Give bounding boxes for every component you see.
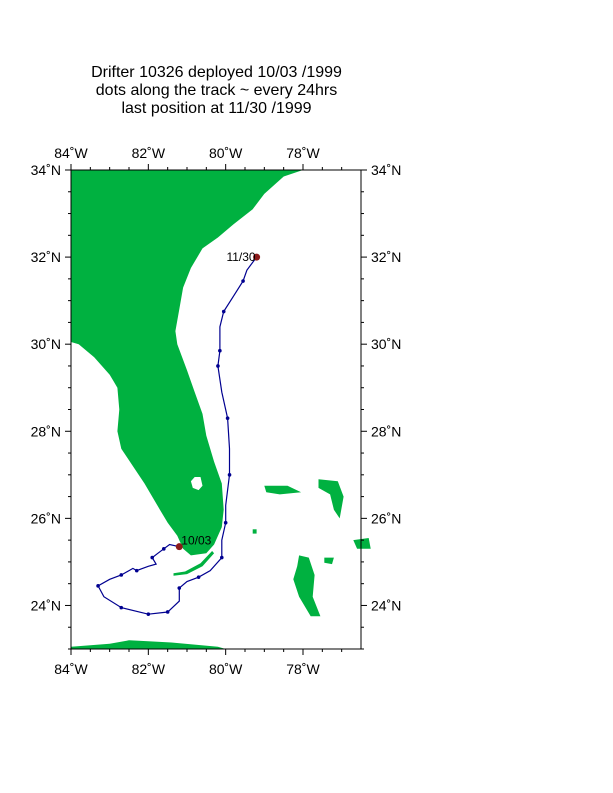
labels-layer: 84˚W 84˚W 82˚W 82˚W 80˚W 80˚W 78˚W 78˚W 34˚N 34˚N… bbox=[31, 145, 402, 677]
track-dot-3 bbox=[119, 573, 124, 577]
lat-label-right-1: 32˚N bbox=[371, 249, 401, 265]
track-dot-15 bbox=[218, 348, 222, 353]
lat-label-left-0: 34˚N bbox=[31, 162, 61, 178]
track-dot-12 bbox=[227, 473, 232, 477]
lat-label-left-2: 30˚N bbox=[31, 336, 61, 352]
track-dot-16 bbox=[221, 309, 226, 314]
last-position-label: 11/30 bbox=[226, 250, 255, 264]
track-dot-5 bbox=[119, 605, 124, 610]
lon-label-top-0: 84˚W bbox=[54, 145, 88, 161]
lat-label-left-5: 24˚N bbox=[31, 597, 61, 613]
last-position-marker bbox=[253, 253, 261, 261]
track-dot-14 bbox=[216, 364, 220, 368]
lake-okeechobee bbox=[190, 477, 203, 491]
deploy-marker bbox=[175, 543, 183, 551]
bahamas-island-5 bbox=[252, 529, 257, 534]
track-dot-7 bbox=[165, 610, 170, 614]
track-dot-6 bbox=[146, 612, 151, 616]
lat-label-right-3: 28˚N bbox=[371, 423, 401, 439]
cuba-coast bbox=[71, 640, 226, 649]
florida-keys-0 bbox=[173, 551, 215, 576]
lat-label-left-1: 32˚N bbox=[31, 249, 61, 265]
track-dot-10 bbox=[220, 555, 224, 560]
lon-label-bottom-2: 80˚W bbox=[209, 661, 243, 677]
ticks-layer bbox=[65, 164, 367, 655]
lat-label-left-4: 26˚N bbox=[31, 510, 61, 526]
lat-label-left-3: 28˚N bbox=[31, 423, 61, 439]
land-layer bbox=[71, 170, 371, 649]
track-dot-17 bbox=[241, 279, 245, 283]
lat-label-right-5: 24˚N bbox=[371, 597, 401, 613]
lon-label-bottom-3: 78˚W bbox=[286, 661, 320, 677]
track-dot-9 bbox=[196, 575, 201, 579]
bahamas-island-2 bbox=[318, 479, 344, 519]
track-dot-13 bbox=[225, 416, 230, 421]
track-layer bbox=[96, 253, 261, 616]
lat-label-right-2: 30˚N bbox=[371, 336, 401, 352]
track-dot-4 bbox=[96, 584, 100, 588]
track-dot-0 bbox=[162, 547, 166, 551]
track-dot-2 bbox=[134, 568, 139, 573]
bahamas-island-4 bbox=[324, 557, 334, 565]
lat-label-right-4: 26˚N bbox=[371, 510, 401, 526]
track-dot-1 bbox=[150, 555, 154, 560]
title-line-2: dots along the track ~ every 24hrs bbox=[95, 82, 338, 99]
title-line-3: last position at 11/30 /1999 bbox=[121, 100, 312, 117]
lon-label-top-3: 78˚W bbox=[286, 145, 320, 161]
bahamas-island-3 bbox=[353, 538, 371, 549]
deploy-label: 10/03 bbox=[181, 534, 211, 548]
florida-landmass bbox=[71, 170, 303, 556]
track-dot-11 bbox=[223, 520, 228, 525]
bahamas-island-1 bbox=[264, 485, 302, 495]
title-line-1: Drifter 10326 deployed 10/03 /1999 bbox=[91, 64, 342, 81]
lon-label-bottom-1: 82˚W bbox=[132, 661, 166, 677]
bahamas-island-0 bbox=[293, 555, 321, 617]
lon-label-top-1: 82˚W bbox=[132, 145, 166, 161]
track-dot-8 bbox=[177, 586, 182, 590]
lon-label-bottom-0: 84˚W bbox=[54, 661, 88, 677]
lat-label-right-0: 34˚N bbox=[371, 162, 401, 178]
lon-label-top-2: 80˚W bbox=[209, 145, 243, 161]
